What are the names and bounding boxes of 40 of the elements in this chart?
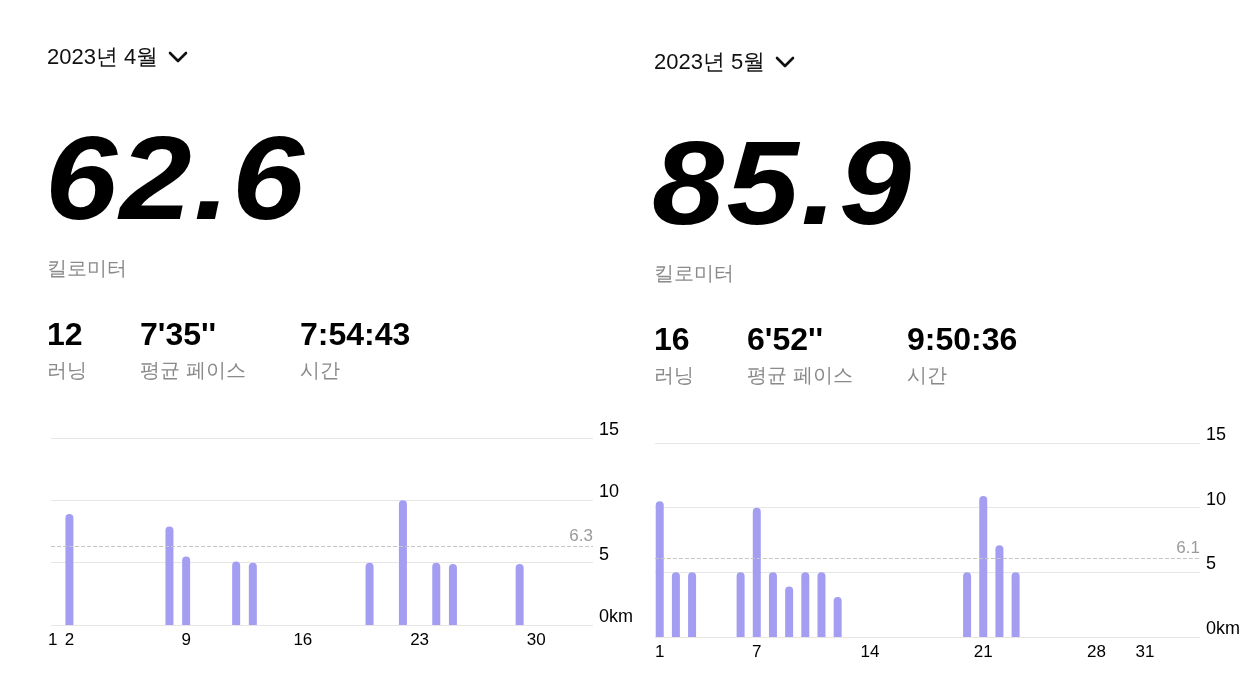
text: 16 <box>654 321 691 358</box>
text: 85.9 <box>652 116 914 251</box>
x-tick-label: 1 <box>654 642 665 661</box>
text: 시간 <box>300 358 341 383</box>
ref-line-label: 6.3 <box>569 526 593 546</box>
x-tick-label: 7 <box>752 642 762 661</box>
x-tick-label: 2 <box>64 630 75 649</box>
text: 러닝 <box>654 363 694 388</box>
text: 7:54:43 <box>300 316 411 353</box>
chart-title: 2023년 4월 <box>47 43 159 71</box>
text: 시간 <box>907 363 948 388</box>
text: 킬로미터 <box>47 256 127 281</box>
text: 러닝 <box>47 358 87 383</box>
ref-line-label: 6.1 <box>1176 538 1200 558</box>
y-tick-label: 5 <box>1206 553 1217 574</box>
text: 9:50:36 <box>907 321 1018 358</box>
y-tick-label: 0km <box>599 606 634 626</box>
text: 평균 페이스 <box>140 358 246 383</box>
x-tick-label: 16 <box>293 630 313 649</box>
y-tick-label: 0km <box>1206 618 1241 638</box>
y-tick-label: 15 <box>599 419 620 439</box>
text: 6'52'' <box>747 321 825 358</box>
text: 킬로미터 <box>654 261 734 286</box>
x-tick-label: 21 <box>973 642 993 661</box>
x-tick-label: 1 <box>47 630 58 649</box>
y-tick-label: 10 <box>1206 488 1227 509</box>
x-tick-label: 9 <box>181 630 191 649</box>
x-tick-label: 30 <box>526 630 546 649</box>
chart-title: 2023년 5월 <box>654 48 766 76</box>
x-tick-label: 14 <box>860 642 880 661</box>
x-tick-label: 23 <box>410 630 430 649</box>
text: 7'35'' <box>140 316 218 353</box>
x-tick-label: 31 <box>1135 642 1155 661</box>
y-tick-label: 5 <box>599 543 610 564</box>
text: 평균 페이스 <box>747 363 853 388</box>
text: 12 <box>47 316 84 353</box>
y-tick-label: 15 <box>1206 424 1227 444</box>
text: 62.6 <box>45 111 307 246</box>
y-tick-label: 10 <box>599 481 620 502</box>
x-tick-label: 28 <box>1087 642 1106 661</box>
